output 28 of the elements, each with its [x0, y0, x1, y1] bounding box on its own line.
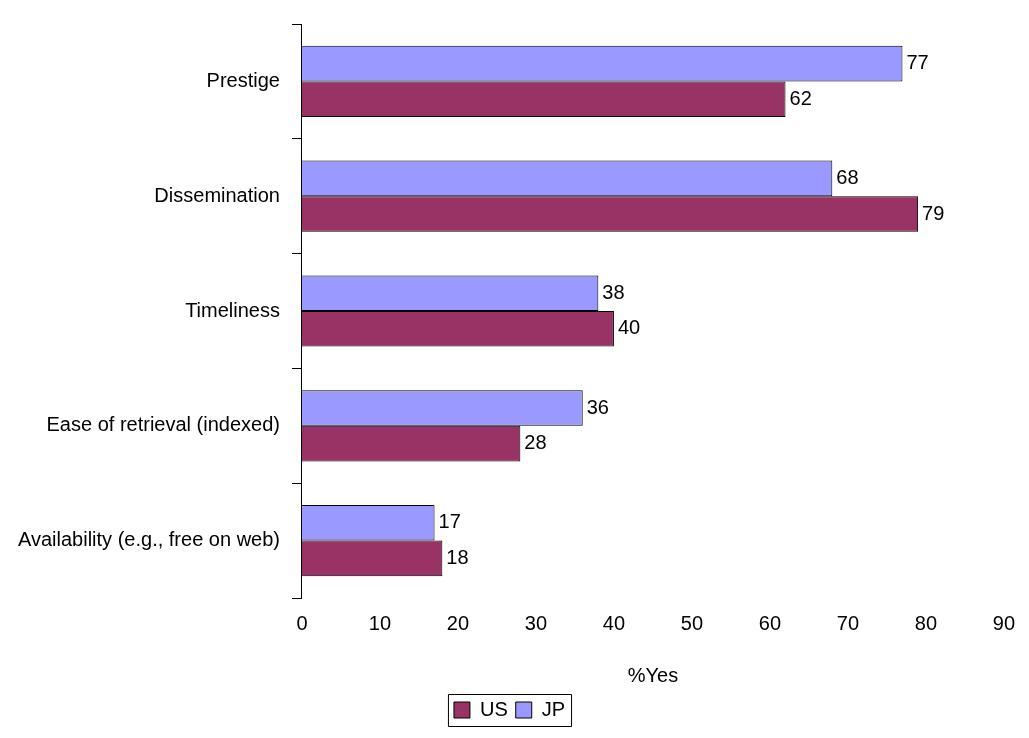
data-label: 28 — [524, 431, 547, 454]
x-tick-label: 90 — [992, 611, 1015, 634]
x-tick-label: 30 — [524, 611, 548, 634]
data-label: 40 — [617, 316, 641, 339]
legend-label: JP — [541, 697, 566, 720]
data-label: 38 — [602, 280, 625, 303]
x-tick-label: 80 — [914, 611, 938, 634]
x-tick-label: 10 — [368, 611, 392, 634]
data-label: 79 — [922, 201, 945, 224]
data-label: 68 — [836, 165, 859, 188]
x-tick-label: 50 — [680, 611, 704, 634]
legend-label: US — [479, 697, 508, 720]
x-tick-label: 0 — [296, 611, 308, 634]
y-tick-label: Timeliness — [185, 298, 280, 321]
x-tick-label: 60 — [758, 611, 782, 634]
y-tick-label: Availability (e.g., free on web) — [18, 528, 280, 551]
y-tick-label: Prestige — [206, 68, 280, 91]
data-label: 62 — [789, 86, 812, 109]
x-tick-label: 20 — [446, 611, 470, 634]
x-tick-label: 40 — [602, 611, 626, 634]
x-axis-title: %Yes — [627, 663, 679, 686]
data-label: 77 — [906, 51, 929, 74]
data-label: 18 — [446, 545, 469, 568]
y-tick-label: Ease of retrieval (indexed) — [46, 413, 280, 436]
data-label: 36 — [586, 395, 609, 418]
x-tick-label: 70 — [836, 611, 860, 634]
data-label: 17 — [438, 510, 461, 533]
y-tick-label: Dissemination — [154, 183, 280, 206]
